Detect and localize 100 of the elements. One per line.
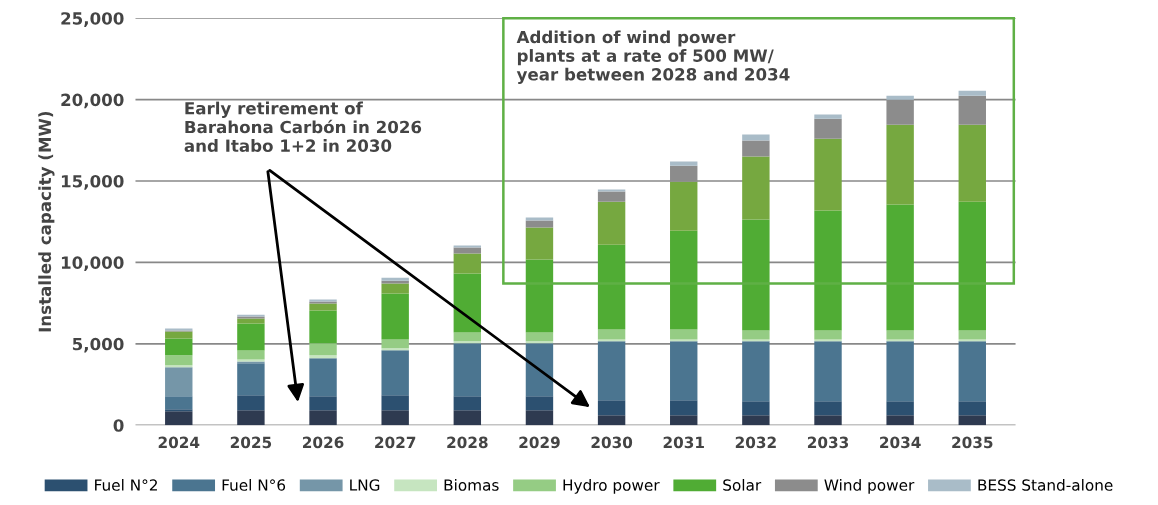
bar (597, 244, 626, 330)
bar (165, 396, 193, 410)
bar (309, 396, 337, 411)
bar (381, 395, 409, 411)
x-tick-label: 2033 (807, 436, 849, 449)
bar (814, 118, 842, 139)
bar (958, 201, 986, 331)
bar (453, 253, 482, 274)
bar (525, 259, 554, 333)
bar (165, 331, 193, 339)
bar (381, 339, 409, 349)
bar (381, 293, 409, 340)
bar (958, 341, 986, 402)
bar (237, 395, 265, 411)
x-tick-label: 2027 (375, 436, 416, 449)
bar (309, 303, 337, 311)
bar (814, 114, 842, 119)
bar (453, 332, 482, 342)
bar (814, 138, 842, 211)
y-tick-label: 20,000 (61, 93, 124, 109)
bar (814, 210, 842, 331)
bar (381, 350, 409, 396)
annotation: Early retirement of Barahona Carbón in 2026 and Itabo 1+2 in 2030 (184, 101, 422, 152)
bar (742, 134, 770, 141)
x-tick-label: 2034 (880, 436, 921, 449)
bar (525, 396, 554, 411)
bar (525, 343, 554, 397)
legend-label: Fuel N°2 (95, 478, 157, 491)
bar (165, 338, 193, 356)
legend-label: Fuel N°6 (222, 478, 286, 491)
bar (958, 90, 986, 96)
bar (597, 341, 626, 401)
y-tick-label: 0 (113, 419, 124, 432)
x-tick-label: 2035 (952, 436, 993, 449)
bar (453, 247, 482, 254)
bar (742, 156, 770, 220)
bar (237, 350, 265, 360)
bar (742, 219, 770, 331)
bar (237, 323, 265, 351)
legend-label: Biomas (444, 478, 499, 491)
bar (886, 99, 914, 125)
x-tick-label: 2026 (302, 436, 344, 449)
bar (814, 330, 842, 340)
bar (814, 341, 842, 402)
bar (597, 329, 626, 340)
bar (165, 411, 193, 426)
bar (237, 410, 265, 426)
bar (958, 415, 986, 426)
bar (525, 220, 554, 228)
bar (453, 273, 482, 333)
bar (670, 230, 698, 330)
bar (670, 415, 698, 426)
x-tick-label: 2031 (663, 436, 704, 449)
annotation: Addition of wind power plants at a rate of 500 MW/ year between 2028 and 2034 (516, 30, 790, 84)
x-tick-label: 2024 (158, 436, 200, 449)
bar (958, 401, 986, 416)
bar (453, 410, 482, 426)
bar (814, 401, 842, 416)
bar (237, 363, 265, 396)
bar (886, 401, 914, 416)
bar (886, 124, 914, 205)
bar (165, 355, 193, 366)
bar (958, 330, 986, 340)
bar (237, 318, 265, 324)
y-tick-label: 5,000 (72, 337, 124, 353)
x-tick-label: 2030 (591, 436, 633, 449)
bar (814, 415, 842, 426)
bar (886, 415, 914, 426)
bar (742, 401, 770, 416)
bar (670, 161, 698, 166)
bar (525, 227, 554, 260)
bar (742, 140, 770, 157)
y-tick-label: 25,000 (61, 12, 124, 27)
bar (670, 400, 698, 416)
bar (309, 358, 337, 397)
legend-label: LNG (350, 479, 380, 491)
bar (597, 400, 626, 416)
bar (309, 410, 337, 426)
bar (742, 330, 770, 340)
x-tick-label: 2032 (735, 436, 776, 449)
legend-label: Solar (723, 478, 762, 491)
bar (453, 396, 482, 411)
bar (597, 201, 626, 245)
legend-label: Wind power (824, 478, 915, 494)
legend-label: Hydro power (563, 478, 660, 494)
x-tick-label: 2029 (519, 436, 560, 449)
bar (525, 217, 554, 221)
bar (670, 329, 698, 340)
bar (886, 330, 914, 340)
bar (309, 310, 337, 344)
bar (742, 341, 770, 402)
bar (742, 415, 770, 426)
bar (309, 355, 337, 359)
bar (597, 415, 626, 426)
y-tick-label: 15,000 (61, 174, 124, 190)
x-tick-label: 2025 (230, 436, 272, 449)
x-tick-label: 2028 (447, 436, 488, 449)
bar (381, 410, 409, 426)
y-tick-label: 10,000 (61, 256, 124, 272)
y-axis-title: Installed capacity (MW) (38, 111, 55, 332)
